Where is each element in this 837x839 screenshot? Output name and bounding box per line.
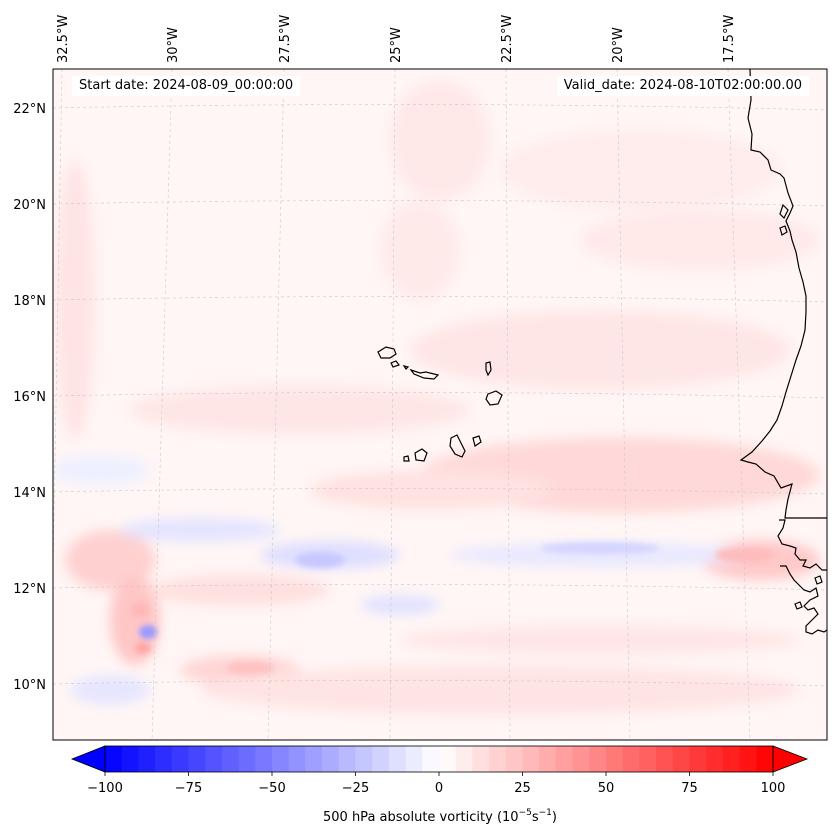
colorbar-cell bbox=[355, 746, 373, 772]
colorbar-tick-label: −25 bbox=[342, 781, 369, 796]
colorbar-cell bbox=[121, 746, 139, 772]
lon-label: 27.5°W bbox=[278, 15, 293, 63]
island-maio bbox=[472, 435, 482, 447]
lat-label: 20°N bbox=[13, 198, 46, 213]
island-sao-vicente bbox=[390, 360, 400, 368]
colorbar-tick-label: 0 bbox=[435, 781, 443, 796]
colorbar-cell bbox=[622, 746, 640, 772]
colorbar-cells bbox=[105, 746, 774, 772]
colorbar-cell bbox=[722, 746, 741, 772]
colorbar-cell bbox=[372, 746, 390, 772]
colorbar-cell bbox=[272, 746, 290, 772]
colorbar-ticks: −100 −75 −50 −25 0 25 50 75 100 bbox=[87, 772, 785, 796]
colorbar-extend-high bbox=[772, 745, 809, 773]
colorbar-tick-label: 75 bbox=[681, 781, 698, 796]
colorbar-cell bbox=[739, 746, 757, 772]
colorbar-cell bbox=[539, 746, 557, 772]
lat-label: 10°N bbox=[13, 678, 46, 693]
lat-label: 16°N bbox=[13, 390, 46, 405]
colorbar-tick-label: −50 bbox=[258, 781, 285, 796]
lon-label: 25°W bbox=[389, 27, 404, 63]
colorbar-cell bbox=[155, 746, 173, 772]
colorbar-cell bbox=[171, 746, 190, 772]
colorbar-cell bbox=[455, 746, 473, 772]
colorbar-cell bbox=[422, 746, 440, 772]
colorbar-cell bbox=[756, 746, 774, 772]
lon-label: 22.5°W bbox=[500, 15, 515, 63]
colorbar-tick-label: 25 bbox=[514, 781, 531, 796]
colorbar-label: 500 hPa absolute vorticity (10−5s−1) bbox=[323, 808, 557, 825]
lon-label: 30°W bbox=[166, 27, 181, 63]
colorbar-cell bbox=[338, 746, 357, 772]
start-date-label: Start date: 2024-08-09_00:00:00 bbox=[72, 76, 301, 96]
island-brava bbox=[403, 455, 410, 462]
map-plot-area[interactable] bbox=[50, 69, 827, 740]
colorbar-cell bbox=[672, 746, 691, 772]
colorbar-cell bbox=[489, 746, 507, 772]
lat-label: 18°N bbox=[13, 294, 46, 309]
colorbar-cell bbox=[572, 746, 590, 772]
colorbar-cell bbox=[188, 746, 206, 772]
island-sal bbox=[485, 361, 492, 377]
island-fogo bbox=[414, 448, 428, 462]
colorbar-cell bbox=[205, 746, 223, 772]
lon-label: 17.5°W bbox=[722, 15, 737, 63]
island-santiago bbox=[449, 434, 466, 458]
valid-date-label: Valid_date: 2024-08-10T02:00:00.00 bbox=[556, 76, 809, 96]
graticule bbox=[53, 69, 827, 740]
colorbar-tick-label: 50 bbox=[598, 781, 615, 796]
vorticity-field bbox=[53, 80, 820, 715]
colorbar-tick-label: −75 bbox=[175, 781, 202, 796]
colorbar-cell bbox=[706, 746, 724, 772]
colorbar-cell bbox=[221, 746, 240, 772]
lon-label: 20°W bbox=[611, 27, 626, 63]
lon-label: 32.5°W bbox=[56, 15, 71, 63]
lat-label: 22°N bbox=[13, 102, 46, 117]
colorbar-cell bbox=[105, 746, 123, 772]
colorbar-cell bbox=[606, 746, 624, 772]
colorbar-cell bbox=[522, 746, 540, 772]
vorticity-cores bbox=[131, 542, 775, 675]
lat-label: 12°N bbox=[13, 582, 46, 597]
latitude-labels: 22°N 20°N 18°N 16°N 14°N 12°N 10°N bbox=[13, 102, 46, 693]
colorbar-tick-label: 100 bbox=[761, 781, 786, 796]
island-sao-nicolau bbox=[409, 368, 440, 380]
map-frame bbox=[52, 68, 828, 741]
colorbar-tick-label: −100 bbox=[87, 781, 123, 796]
colorbar-cell bbox=[639, 746, 657, 772]
colorbar-cell bbox=[322, 746, 340, 772]
colorbar-cell bbox=[656, 746, 674, 772]
island-santo-antao bbox=[377, 346, 397, 359]
cape-verde-islands bbox=[377, 346, 503, 462]
colorbar-cell bbox=[439, 746, 457, 772]
colorbar-cell bbox=[405, 746, 423, 772]
island-boa-vista bbox=[485, 390, 503, 406]
colorbar-cell bbox=[472, 746, 490, 772]
island-santa-luzia bbox=[402, 365, 410, 370]
colorbar-cell bbox=[388, 746, 407, 772]
colorbar: −100 −75 −50 −25 0 25 50 75 100 500 hPa absolute… bbox=[70, 745, 809, 825]
colorbar-cell bbox=[589, 746, 607, 772]
colorbar-cell bbox=[555, 746, 574, 772]
colorbar-extend-low bbox=[70, 745, 106, 773]
colorbar-cell bbox=[255, 746, 273, 772]
colorbar-cell bbox=[505, 746, 524, 772]
lat-label: 14°N bbox=[13, 486, 46, 501]
colorbar-cell bbox=[238, 746, 256, 772]
longitude-labels: 32.5°W 30°W 27.5°W 25°W 22.5°W 20°W 17.5… bbox=[56, 15, 737, 63]
colorbar-cell bbox=[288, 746, 306, 772]
west-africa-coastline bbox=[739, 69, 827, 635]
colorbar-cell bbox=[305, 746, 323, 772]
colorbar-cell bbox=[138, 746, 156, 772]
colorbar-cell bbox=[689, 746, 707, 772]
